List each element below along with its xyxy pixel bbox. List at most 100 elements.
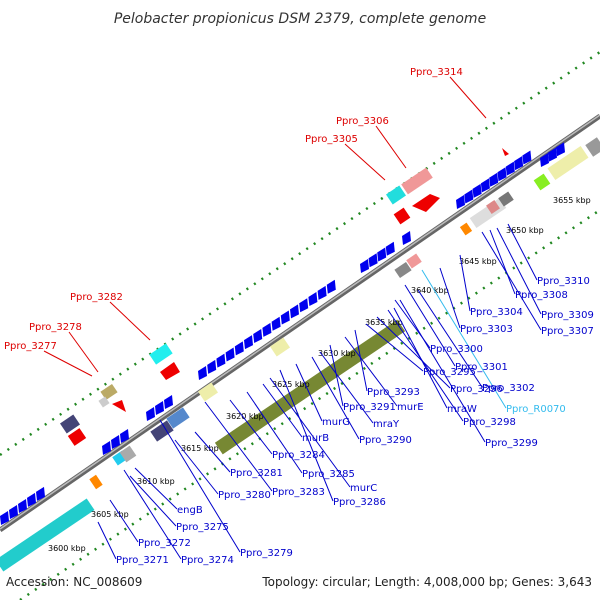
- feature-block: [67, 428, 87, 446]
- feature-block: [119, 445, 137, 463]
- feature-block: [386, 185, 406, 205]
- feature-arrow: [412, 194, 440, 212]
- gene-label-forward: Ppro_3300: [430, 344, 483, 355]
- cds-arrow: [198, 366, 207, 380]
- cds-arrow: [514, 156, 524, 171]
- gene-label-forward: Ppro_3307: [541, 326, 594, 337]
- cds-arrow: [207, 359, 217, 374]
- cds-arrow: [216, 353, 226, 368]
- label-leaders: [43, 76, 542, 560]
- forward-features: [0, 137, 600, 572]
- feature-block: [149, 343, 173, 365]
- cds-arrow: [472, 183, 482, 198]
- feature-arrow: [160, 362, 180, 380]
- cds-arrow: [262, 322, 272, 337]
- leader-line: [354, 329, 368, 392]
- feature-block: [100, 383, 118, 401]
- gene-label-forward: Ppro_3274: [181, 555, 234, 566]
- gene-label-forward: Ppro_3285: [302, 469, 355, 480]
- gene-label-forward: Ppro_3298: [463, 417, 516, 428]
- leader-line: [496, 227, 542, 315]
- cds-arrow: [308, 292, 318, 307]
- cds-arrow: [27, 492, 36, 507]
- cds-arrow: [522, 150, 532, 165]
- feature-block: [150, 420, 174, 442]
- leader-line: [459, 254, 471, 312]
- leader-line: [365, 323, 424, 372]
- map-title: Pelobacter propionicus DSM 2379, complet…: [114, 11, 486, 27]
- leader-line: [404, 284, 456, 367]
- leader-line: [344, 143, 386, 181]
- leader-line: [311, 356, 360, 440]
- leader-line: [489, 229, 516, 295]
- accession-text: Accession: NC_008609: [6, 575, 142, 589]
- cds-arrow: [164, 394, 173, 409]
- gc-dots-outer: [0, 50, 600, 457]
- kbp-tick-label: 3630 kbp: [318, 349, 356, 358]
- cds-arrow: [36, 486, 45, 501]
- feature-block: [393, 207, 411, 225]
- cds-arrow: [225, 347, 235, 362]
- cds-arrow: [360, 259, 369, 273]
- gene-label-reverse: Ppro_3282: [70, 292, 123, 303]
- leader-line: [439, 267, 461, 329]
- gene-label-forward: Ppro_3293: [367, 387, 420, 398]
- cds-arrow: [155, 400, 164, 415]
- genome-summary: Topology: circular; Length: 4,008,000 bp…: [261, 575, 592, 589]
- gene-label-forward: Ppro_3272: [138, 538, 191, 549]
- cds-arrow: [234, 341, 244, 356]
- leader-line: [507, 223, 538, 281]
- cds-arrow: [9, 504, 18, 519]
- gene-label-forward: Ppro_3281: [230, 468, 283, 479]
- feature-block: [89, 474, 103, 490]
- cds-arrow: [368, 253, 378, 268]
- leader-line: [97, 521, 117, 560]
- gene-label-forward: Ppro_3279: [240, 548, 293, 559]
- feature-block: [486, 200, 500, 214]
- cds-arrow: [146, 407, 155, 421]
- gene-label-forward: Ppro_3299: [485, 438, 538, 449]
- gene-label-forward: Ppro_3283: [272, 487, 325, 498]
- gene-label-forward: Ppro_3301: [455, 362, 508, 373]
- gc-dot-lines: [0, 50, 600, 600]
- cds-arrow: [480, 178, 490, 193]
- leader-line: [159, 419, 241, 553]
- gene-label-reverse: Ppro_3305: [305, 134, 358, 145]
- gene-label-reverse: Ppro_3277: [4, 341, 57, 352]
- genome-backbone: [0, 113, 600, 533]
- kbp-tick-label: 3615 kbp: [181, 444, 219, 453]
- kbp-tick-label: 3625 kbp: [272, 380, 310, 389]
- gene-label-forward: Ppro_3303: [460, 324, 513, 335]
- cds-arrow: [505, 161, 515, 176]
- feature-block: [270, 337, 290, 357]
- kbp-tick-label: 3655 kbp: [553, 196, 591, 205]
- gene-label-forward: Ppro_3280: [218, 490, 271, 501]
- gene-label-forward: murC: [350, 483, 377, 494]
- leader-line: [43, 350, 93, 377]
- leader-line: [134, 467, 178, 510]
- cds-arrow: [464, 189, 474, 204]
- gene-label-forward: Ppro_3308: [515, 290, 568, 301]
- leader-line: [417, 289, 483, 388]
- leader-line: [295, 363, 323, 422]
- gene-label-reverse: Ppro_3314: [410, 67, 463, 78]
- gene-label-forward: Ppro_3309: [541, 310, 594, 321]
- gene-label-forward: mraW: [447, 404, 477, 415]
- leader-line: [269, 377, 351, 488]
- kbp-tick-label: 3640 kbp: [411, 286, 449, 295]
- feature-block: [394, 261, 412, 279]
- leader-line: [344, 336, 398, 407]
- gene-label-forward: Ppro_3286: [333, 497, 386, 508]
- cds-arrow: [290, 304, 299, 319]
- cds-arrow: [280, 310, 290, 325]
- leader-line: [174, 439, 219, 495]
- gene-label-forward: Ppro_3271: [116, 555, 169, 566]
- leader-line: [449, 76, 487, 119]
- feature-arrow: [112, 400, 126, 412]
- cds-arrow: [489, 172, 499, 187]
- gene-label-forward: Ppro_3284: [272, 450, 325, 461]
- gene-label-reverse: Ppro_3306: [336, 116, 389, 127]
- leader-line: [109, 301, 151, 341]
- gene-label-forward: Ppro_3296: [450, 384, 503, 395]
